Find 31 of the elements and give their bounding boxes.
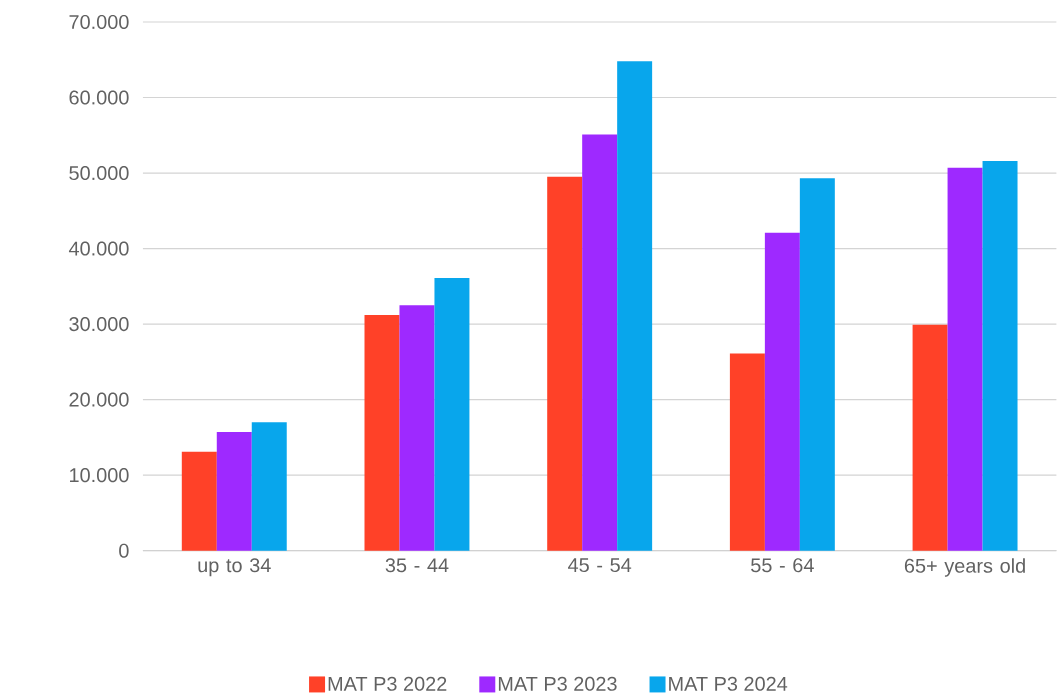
y-tick-label: 50.000: [69, 166, 129, 181]
bar: [764, 232, 800, 551]
y-tick-label: 60.000: [69, 90, 129, 105]
bar: [947, 167, 983, 551]
bar: [216, 432, 252, 551]
legend-label: MAT P3 2022: [328, 676, 447, 692]
x-tick-label: 45 - 54: [568, 558, 632, 573]
y-tick-label: 40.000: [68, 241, 129, 256]
bar: [617, 61, 653, 551]
x-tick-label: 65+ years old: [904, 558, 1025, 577]
x-tick-label: 35 - 44: [385, 558, 449, 573]
bar: [399, 305, 435, 551]
bar: [181, 451, 217, 551]
bar: [547, 177, 583, 551]
legend-label: MAT P3 2024: [669, 676, 788, 692]
bar: [982, 161, 1018, 551]
legend-label: MAT P3 2023: [498, 676, 617, 692]
y-tick-label: 10.000: [70, 468, 129, 483]
x-tick-label: 55 - 64: [751, 558, 814, 573]
bar: [729, 353, 765, 551]
x-tick-label: up to 34: [198, 558, 271, 577]
y-tick-label: 0: [119, 543, 129, 558]
bar: [434, 278, 470, 551]
y-tick-label: 30.000: [69, 317, 129, 332]
bar: [582, 134, 618, 551]
bar: [251, 422, 287, 551]
y-tick-label: 20.000: [69, 392, 129, 407]
y-tick-label: 70.000: [69, 15, 129, 30]
bar: [799, 178, 835, 551]
bar: [912, 325, 948, 551]
bar: [364, 315, 400, 551]
